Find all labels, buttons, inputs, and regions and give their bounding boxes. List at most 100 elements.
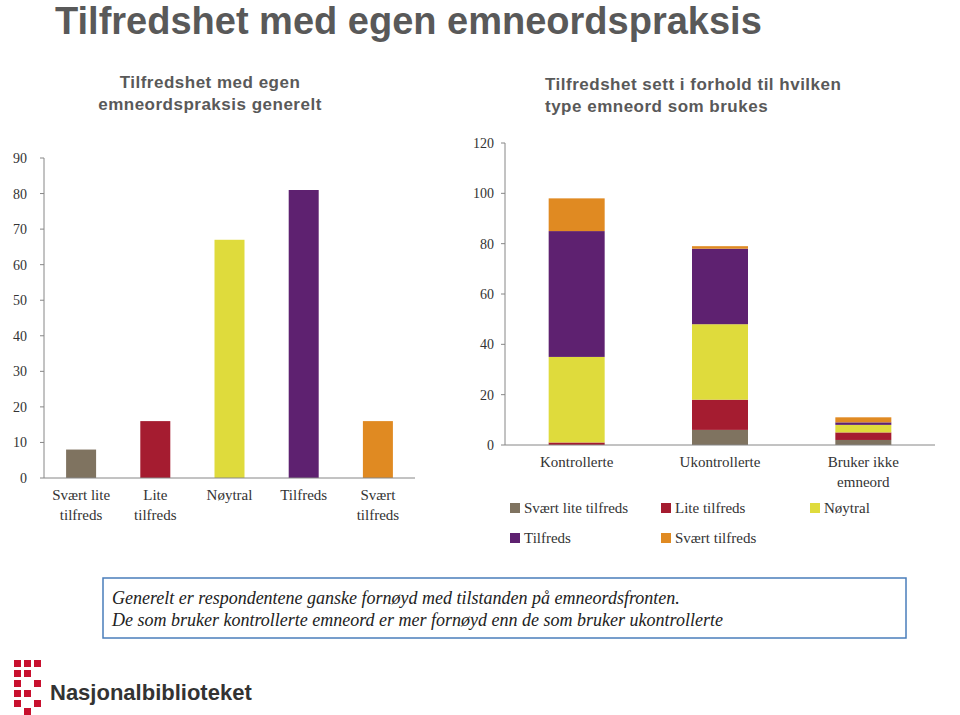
note-text: De som bruker kontrollerte emneord er me… [111, 610, 723, 630]
category-label: Litetilfreds [134, 487, 177, 523]
tick-mark [40, 442, 44, 443]
tick-mark [40, 158, 44, 159]
legend-swatch [510, 503, 520, 513]
tick-label: 0 [487, 438, 494, 453]
tick-label: 20 [13, 400, 27, 415]
tick-mark [40, 193, 44, 194]
logo-dot [24, 670, 31, 677]
tick-label: 90 [13, 151, 27, 166]
category-label: Svært litetilfreds [52, 487, 110, 523]
logo-dot [24, 708, 31, 715]
bar [289, 190, 319, 478]
bar-segment [835, 432, 891, 440]
logo: Nasjonalbiblioteket [14, 660, 252, 715]
x-axis [505, 445, 935, 446]
bar-segment [692, 430, 748, 445]
bar [363, 421, 393, 478]
tick-label: 10 [13, 435, 27, 450]
tick-mark [501, 394, 505, 395]
legend-label: Tilfreds [524, 530, 571, 546]
chart-title: Tilfredshet med egenemneordspraksis gene… [98, 73, 322, 114]
legend-swatch [510, 533, 520, 543]
tick-mark [501, 344, 505, 345]
logo-dot [14, 660, 21, 667]
main-title: Tilfredshet med egen emneordspraksis [55, 0, 762, 42]
bar-segment [692, 324, 748, 400]
tick-label: 40 [480, 337, 494, 352]
tick-label: 60 [480, 287, 494, 302]
tick-label: 80 [13, 187, 27, 202]
note-text: Generelt er respondentene ganske fornøyd… [112, 588, 680, 608]
marks [549, 198, 892, 445]
marks [66, 190, 393, 478]
bar [140, 421, 170, 478]
background [0, 0, 960, 715]
tick-label: 100 [473, 186, 494, 201]
tick-label: 0 [20, 471, 27, 486]
bar-segment [692, 246, 748, 249]
legend-label: Svært tilfreds [675, 530, 756, 546]
tick-mark [501, 243, 505, 244]
y-axis [44, 158, 45, 478]
logo-dot [34, 700, 41, 707]
legend-label: Lite tilfreds [675, 500, 746, 516]
legend-item: Svært lite tilfreds [510, 500, 628, 516]
logo-dot [14, 680, 21, 687]
logo-dot [14, 670, 21, 677]
legend-label: Nøytral [824, 500, 870, 516]
bar-segment [835, 417, 891, 422]
tick-mark [501, 445, 505, 446]
tick-mark [40, 478, 44, 479]
legend-swatch [810, 503, 820, 513]
category-label: Bruker ikkeemneord [828, 454, 900, 490]
bar-segment [549, 357, 605, 443]
y-axis [505, 143, 506, 445]
tick-label: 30 [13, 364, 27, 379]
tick-mark [501, 294, 505, 295]
logo-text: Nasjonalbiblioteket [50, 680, 252, 705]
category-label: Ukontrollerte [680, 454, 761, 470]
bar-segment [549, 198, 605, 231]
tick-mark [501, 143, 505, 144]
slide: Tilfredshet med egen emneordspraksis Tilf… [0, 0, 960, 715]
bar [215, 240, 245, 478]
tick-mark [40, 335, 44, 336]
legend-swatch [661, 503, 671, 513]
legend-item: Svært tilfreds [661, 530, 756, 546]
bar-segment [835, 425, 891, 433]
logo-dot [24, 690, 31, 697]
chart: Tilfredshet med egenemneordspraksis gene… [13, 73, 415, 523]
tick-mark [40, 264, 44, 265]
tick-label: 120 [473, 136, 494, 151]
tick-label: 60 [13, 258, 27, 273]
legend-swatch [661, 533, 671, 543]
tick-mark [40, 300, 44, 301]
legend-item: Nøytral [810, 500, 870, 516]
tick-label: 20 [480, 388, 494, 403]
note-box [103, 578, 906, 638]
bar-segment [692, 249, 748, 325]
category-label: Tilfreds [280, 487, 327, 503]
category-label: Kontrollerte [540, 454, 614, 470]
logo-dot [14, 690, 21, 697]
logo-dot [34, 680, 41, 687]
tick-mark [40, 406, 44, 407]
legend-label: Svært lite tilfreds [524, 500, 628, 516]
chart: Tilfredshet sett i forhold til hvilkenty… [473, 75, 935, 546]
logo-dot [24, 660, 31, 667]
tick-mark [40, 229, 44, 230]
tick-mark [501, 193, 505, 194]
bar-segment [549, 231, 605, 357]
tick-mark [40, 371, 44, 372]
x-axis [44, 478, 415, 479]
bar-segment [835, 422, 891, 425]
tick-label: 70 [13, 222, 27, 237]
tick-label: 80 [480, 237, 494, 252]
legend-item: Tilfreds [510, 530, 571, 546]
bar [66, 450, 96, 478]
tick-label: 50 [13, 293, 27, 308]
legend-item: Lite tilfreds [661, 500, 746, 516]
category-label: Nøytral [207, 487, 253, 503]
bar-segment [692, 400, 748, 430]
bar-segment [835, 440, 891, 445]
